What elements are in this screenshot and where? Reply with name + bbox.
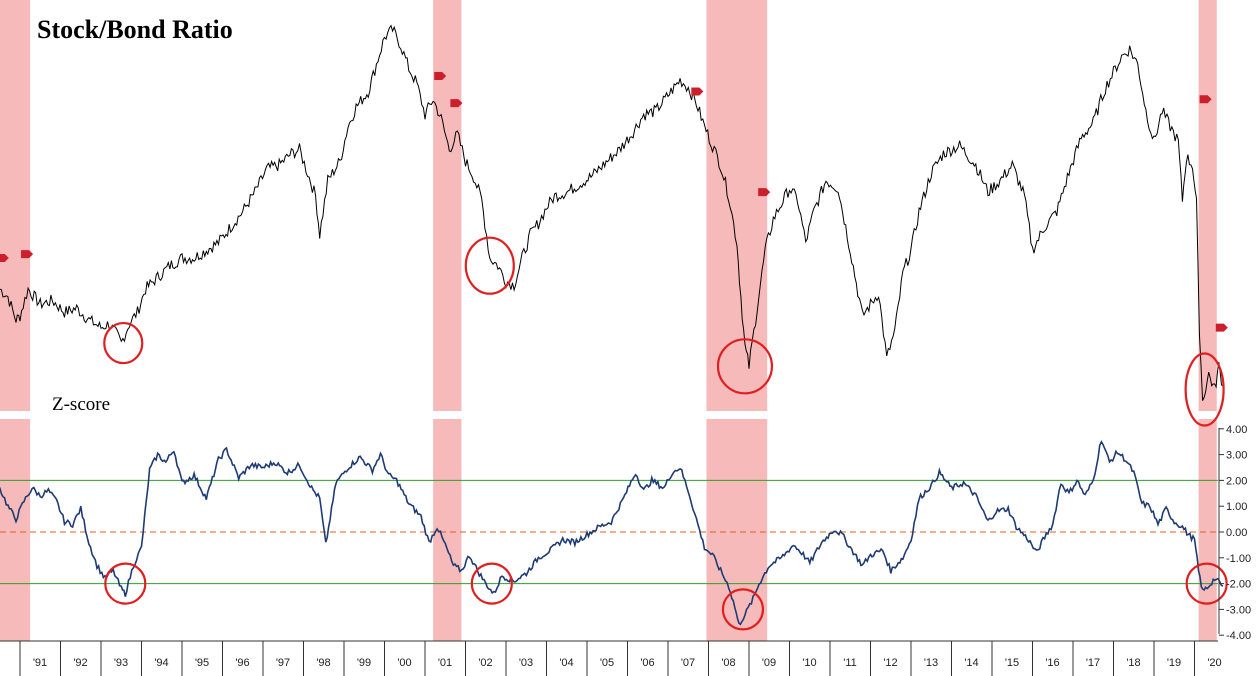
x-tick-label: '06 — [640, 657, 654, 669]
highlight-circle — [716, 338, 774, 395]
y-tick-label: 1.00 — [1226, 501, 1247, 513]
highlight-circle — [104, 562, 147, 605]
recession-bands — [0, 0, 1217, 641]
x-tick-label: '20 — [1207, 657, 1221, 669]
x-tick-label: '18 — [1126, 657, 1140, 669]
y-tick-label: 3.00 — [1226, 450, 1247, 462]
highlight-circle — [1185, 562, 1228, 605]
x-tick-label: '11 — [843, 657, 857, 669]
signal-flag-marker — [0, 253, 9, 262]
zscore-label: Z-score — [52, 394, 110, 415]
signal-flag-marker — [450, 99, 463, 108]
y-tick-label: -2.00 — [1226, 579, 1251, 591]
x-tick-label: '92 — [73, 657, 87, 669]
x-tick-label: '08 — [721, 657, 735, 669]
y-tick-label: -4.00 — [1226, 630, 1251, 642]
x-tick-label: '99 — [357, 657, 371, 669]
ratio-series-line — [0, 24, 1224, 401]
x-tick-label: '93 — [114, 657, 128, 669]
x-tick-label: '02 — [478, 657, 492, 669]
zscore-panel: Z-score 4.00 3.00 2.00 1.00 0.00 -1.00 -2.00 -3… — [0, 394, 1251, 642]
highlight-circle — [103, 321, 144, 365]
y-tick-label: -1.00 — [1226, 553, 1251, 565]
y-axis-ticks: 4.00 3.00 2.00 1.00 0.00 -1.00 -2.00 -3.00 -4.00 — [1219, 424, 1251, 642]
x-tick-label: '09 — [762, 657, 776, 669]
signal-flag-marker — [21, 250, 34, 259]
signal-flag-marker — [758, 188, 771, 197]
x-tick-label: '00 — [397, 657, 411, 669]
x-tick-label: '16 — [1045, 657, 1059, 669]
y-tick-label: 0.00 — [1226, 527, 1247, 539]
signal-markers — [0, 72, 1228, 332]
x-tick-label: '15 — [1005, 657, 1019, 669]
x-tick-label: '98 — [316, 657, 330, 669]
x-tick-label: '96 — [235, 657, 249, 669]
chart-title: Stock/Bond Ratio — [37, 15, 233, 44]
signal-flag-marker — [434, 72, 447, 81]
x-tick-label: '04 — [559, 657, 573, 669]
zscore-series-line — [0, 440, 1224, 626]
x-tick-label: '12 — [883, 657, 897, 669]
recession-band — [706, 0, 768, 641]
x-tick-label: '13 — [924, 657, 938, 669]
x-tick-label: '19 — [1167, 657, 1181, 669]
y-tick-label: 2.00 — [1226, 475, 1247, 487]
highlight-circles-bottom — [104, 562, 1228, 631]
y-tick-label: -3.00 — [1226, 604, 1251, 616]
x-tick-label: '95 — [195, 657, 209, 669]
x-tick-label: '97 — [276, 657, 290, 669]
highlight-circle — [721, 588, 765, 631]
x-tick-label: '17 — [1086, 657, 1100, 669]
x-tick-label: '07 — [681, 657, 695, 669]
highlight-circle — [1184, 352, 1225, 427]
signal-flag-marker — [1215, 323, 1228, 332]
x-tick-label: '05 — [600, 657, 614, 669]
panel-separator — [0, 411, 1257, 419]
x-axis-ticks: '91 '92 '93 '94 '95 '96 '97 '98 '99 '00 '01 '02 '03 '… — [19, 641, 1222, 676]
highlight-circle — [464, 236, 515, 295]
x-tick-label: '14 — [964, 657, 978, 669]
stock-bond-ratio-panel: Stock/Bond Ratio — [0, 15, 1228, 427]
highlight-circle — [470, 562, 513, 605]
recession-band — [433, 0, 462, 641]
x-tick-label: '91 — [33, 657, 47, 669]
signal-flag-marker — [1199, 95, 1212, 104]
x-tick-label: '10 — [802, 657, 816, 669]
x-tick-label: '94 — [154, 657, 168, 669]
x-tick-label: '03 — [519, 657, 533, 669]
y-tick-label: 4.00 — [1226, 424, 1247, 436]
reference-lines — [0, 479, 1218, 585]
x-tick-label: '01 — [438, 657, 452, 669]
highlight-circles-top — [103, 236, 1225, 427]
signal-flag-marker — [691, 87, 704, 96]
